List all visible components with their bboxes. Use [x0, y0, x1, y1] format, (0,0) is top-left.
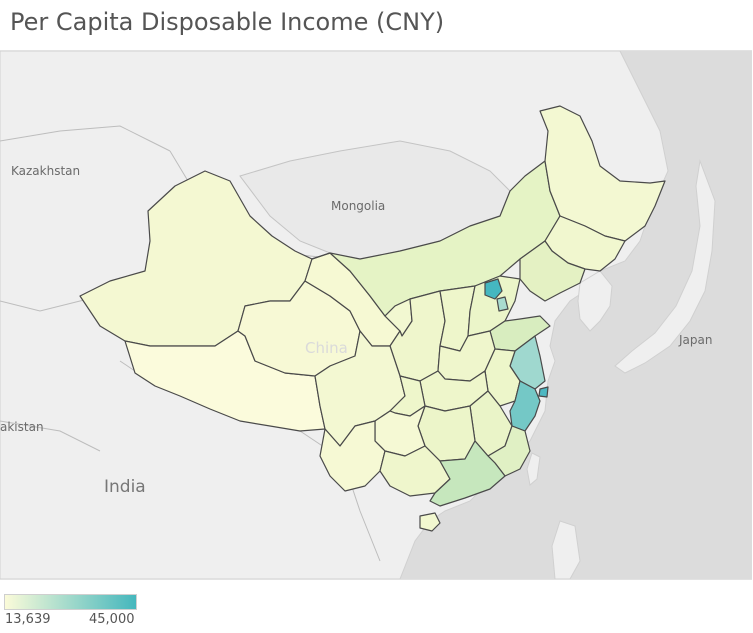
taiwan-land [526, 452, 541, 486]
label-india: India [104, 477, 146, 497]
philippines-land [551, 520, 581, 579]
label-kazakhstan: Kazakhstan [11, 164, 80, 178]
label-japan: Japan [678, 333, 712, 347]
label-pakistan: akistan [0, 420, 44, 434]
korea-peninsula-land [577, 270, 613, 332]
chart-title: Per Capita Disposable Income (CNY) [10, 8, 445, 36]
province-liaoning[interactable] [519, 240, 586, 302]
china-provinces[interactable] [79, 105, 666, 532]
legend-max-label: 45,000 [89, 612, 135, 627]
legend-gradient-bar [4, 594, 137, 610]
province-guangdong[interactable] [429, 440, 506, 507]
color-legend: 13,639 45,000 [4, 594, 144, 630]
province-beijing[interactable] [484, 278, 503, 300]
map-view[interactable]: Kazakhstan Mongolia China Japan India ak… [0, 50, 752, 580]
province-tianjin[interactable] [496, 296, 509, 312]
label-mongolia: Mongolia [331, 199, 385, 213]
map-svg[interactable]: Kazakhstan Mongolia China Japan India ak… [0, 51, 752, 579]
legend-min-label: 13,639 [5, 612, 51, 627]
province-shanghai[interactable] [538, 386, 549, 398]
province-hainan[interactable] [419, 512, 441, 532]
map-labels: Kazakhstan Mongolia China Japan India ak… [0, 164, 712, 497]
label-china: China [305, 339, 348, 357]
japan-land [614, 159, 716, 374]
